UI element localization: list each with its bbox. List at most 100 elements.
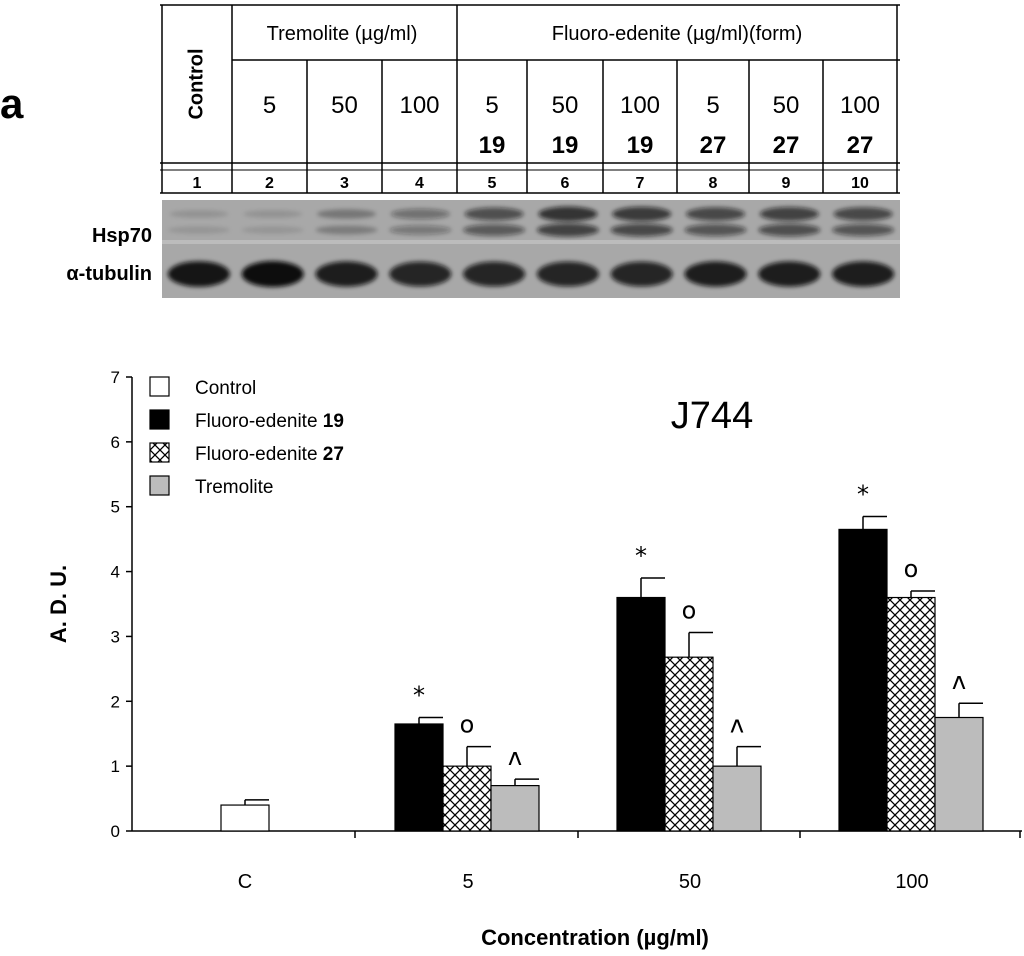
concentration-value: 5 xyxy=(485,92,498,119)
legend-swatch xyxy=(149,376,170,397)
lane-number: 6 xyxy=(561,175,570,192)
y-tick-label: 0 xyxy=(111,822,120,841)
hsp70-band-upper xyxy=(685,207,746,221)
lane-number: 5 xyxy=(488,175,497,192)
y-axis-label: A. D. U. xyxy=(46,565,71,643)
significance-mark: * xyxy=(413,682,425,710)
hsp70-band-lower xyxy=(610,223,673,237)
blot-row-label-tubulin: α-tubulin xyxy=(66,263,152,285)
legend-swatch xyxy=(149,475,170,496)
concentration-value: 100 xyxy=(399,92,439,119)
lane-number: 1 xyxy=(193,175,202,192)
y-tick-label: 3 xyxy=(111,627,120,646)
significance-mark: ʌ xyxy=(508,743,522,771)
tubulin-band xyxy=(241,261,304,287)
form-value: 19 xyxy=(627,132,654,159)
fluoro-edenite-header: Fluoro-edenite (µg/ml)(form) xyxy=(552,23,802,45)
bar xyxy=(886,596,936,832)
hsp70-band-upper xyxy=(759,207,819,221)
significance-mark: o xyxy=(682,597,697,625)
chart-title: J744 xyxy=(671,395,753,437)
legend-label: Fluoro-edenite 19 xyxy=(195,411,344,432)
hsp70-band-lower xyxy=(167,226,230,234)
lane-number: 2 xyxy=(265,175,274,192)
blot-header-table: Control Tremolite (µg/ml) Fluoro-edenite (… xyxy=(160,4,900,194)
tubulin-band xyxy=(610,261,673,287)
concentration-value: 50 xyxy=(773,92,800,119)
legend-swatch xyxy=(149,409,170,430)
tubulin-band xyxy=(389,261,452,287)
concentration-value: 5 xyxy=(706,92,719,119)
y-tick-label: 7 xyxy=(111,368,120,387)
bar xyxy=(394,723,444,832)
significance-mark: * xyxy=(857,480,869,508)
significance-mark: o xyxy=(460,711,475,739)
significance-mark: * xyxy=(635,542,647,570)
hsp70-band-lower xyxy=(758,223,821,237)
form-value: 19 xyxy=(479,132,506,159)
tubulin-band xyxy=(832,261,895,287)
blot-row-label-hsp70: Hsp70 xyxy=(92,225,152,247)
y-tick-label: 4 xyxy=(111,563,120,582)
blot-separator xyxy=(162,240,900,244)
significance-mark: ʌ xyxy=(952,667,966,695)
control-column-header: Control xyxy=(185,48,207,119)
lane-number: 4 xyxy=(415,175,424,192)
hsp70-band-upper xyxy=(243,210,303,218)
bar xyxy=(934,716,984,832)
legend-label: Fluoro-edenite 27 xyxy=(195,444,344,465)
bar xyxy=(490,784,540,832)
legend-label: Tremolite xyxy=(195,477,273,498)
form-value: 27 xyxy=(847,132,874,159)
form-value: 27 xyxy=(773,132,800,159)
x-axis-label: Concentration (µg/ml) xyxy=(481,925,709,950)
legend-swatch xyxy=(149,442,170,463)
hsp70-band-lower xyxy=(463,224,526,236)
hsp70-band-lower xyxy=(389,225,452,235)
bar-chart: 0 1 2 3 4 5 6 7 C 5 50 100 A. D. U. Concentration (µg… xyxy=(46,368,1022,950)
y-tick-label: 2 xyxy=(111,692,120,711)
hsp70-band-upper xyxy=(390,208,450,220)
x-tick-label: 5 xyxy=(462,871,473,893)
tubulin-band xyxy=(167,261,230,287)
x-tick-label: 100 xyxy=(895,871,928,893)
bar xyxy=(664,656,714,832)
y-tick-label: 5 xyxy=(111,498,120,517)
bar xyxy=(838,528,888,832)
concentration-value: 50 xyxy=(552,92,579,119)
lane-number: 7 xyxy=(636,175,645,192)
concentration-value: 5 xyxy=(263,92,276,119)
hsp70-band-upper xyxy=(464,207,524,221)
hsp70-band-upper xyxy=(169,210,229,218)
concentration-value: 50 xyxy=(331,92,358,119)
tremolite-header: Tremolite (µg/ml) xyxy=(267,23,418,45)
hsp70-band-lower xyxy=(315,225,378,235)
hsp70-band-lower xyxy=(241,226,304,234)
bar xyxy=(712,765,762,832)
hsp70-band-upper xyxy=(316,209,377,219)
bar xyxy=(442,765,492,832)
x-tick-label: C xyxy=(238,871,252,893)
bar xyxy=(220,804,270,832)
concentration-value: 100 xyxy=(620,92,660,119)
hsp70-band-upper xyxy=(833,207,893,221)
hsp70-band-lower xyxy=(832,224,895,236)
tubulin-band xyxy=(758,261,821,287)
panel-label: a xyxy=(0,80,24,127)
hsp70-band-upper xyxy=(538,206,598,222)
significance-mark: ʌ xyxy=(730,711,744,739)
x-tick-label: 50 xyxy=(679,871,701,893)
significance-mark: o xyxy=(904,555,919,583)
hsp70-band-upper xyxy=(612,206,672,222)
hsp70-band-lower xyxy=(684,224,747,236)
tubulin-band xyxy=(463,261,526,287)
lane-number: 8 xyxy=(709,175,718,192)
form-value: 19 xyxy=(552,132,579,159)
concentration-value: 100 xyxy=(840,92,880,119)
tubulin-band xyxy=(536,261,599,287)
lane-number: 3 xyxy=(340,175,349,192)
lane-number: 9 xyxy=(782,175,791,192)
lane-number: 10 xyxy=(851,175,869,192)
y-tick-label: 6 xyxy=(111,433,120,452)
